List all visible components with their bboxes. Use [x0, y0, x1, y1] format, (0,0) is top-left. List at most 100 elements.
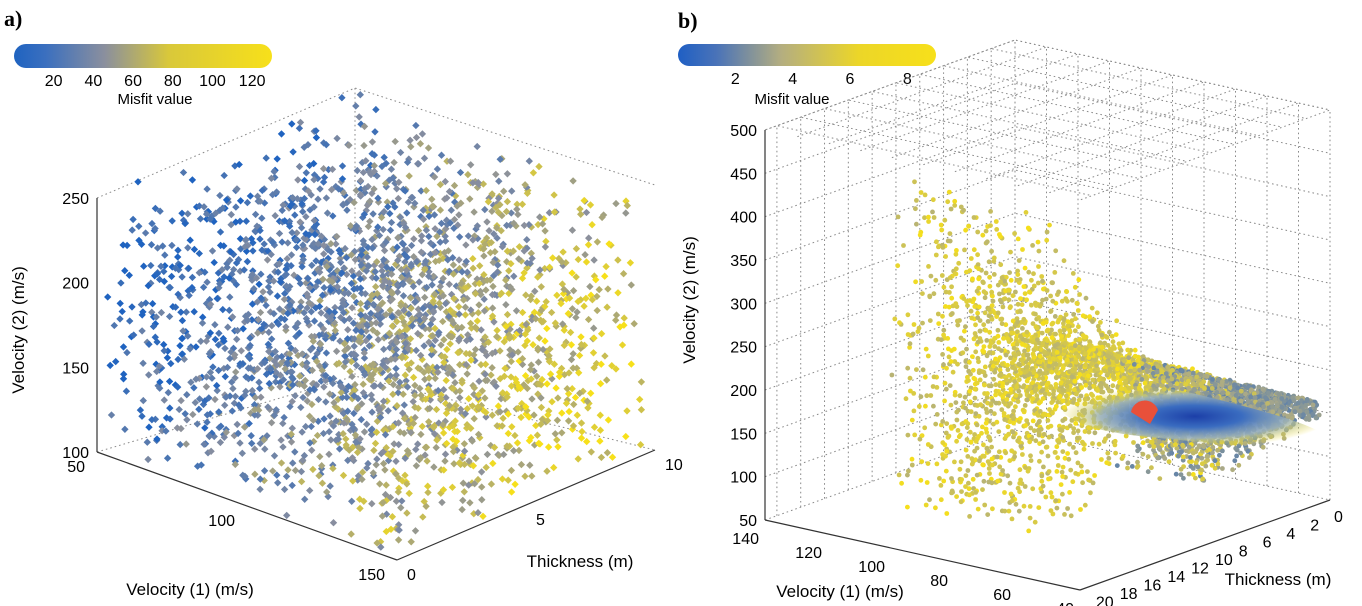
scatter-point-a — [511, 431, 519, 440]
scatter-point-a — [185, 291, 193, 300]
scatter-point-b — [1031, 271, 1036, 277]
scatter-point-a — [575, 351, 584, 360]
scatter-point-b — [1046, 391, 1052, 397]
scatter-point-b — [971, 247, 977, 253]
scatter-point-a — [355, 113, 363, 121]
scatter-point-a — [417, 237, 426, 245]
scatter-point-b — [1022, 403, 1028, 408]
scatter-point-a — [614, 289, 622, 297]
scatter-point-a — [183, 391, 191, 399]
scatter-point-a — [370, 151, 379, 159]
scatter-point-a — [270, 452, 279, 460]
scatter-point-b — [895, 214, 901, 220]
scatter-point-a — [441, 450, 450, 458]
scatter-point-a — [493, 326, 501, 335]
scatter-point-a — [466, 319, 475, 328]
colorbar-a-tick: 80 — [164, 73, 182, 90]
scatter-point-b — [975, 262, 981, 267]
scatter-point-b — [1060, 491, 1065, 497]
scatter-point-b — [1027, 504, 1033, 509]
scatter-point-b — [976, 359, 981, 365]
scatter-point-a — [261, 445, 269, 453]
scatter-point-b — [1037, 353, 1043, 359]
scatter-point-a — [221, 344, 229, 353]
scatter-point-b — [972, 386, 978, 392]
scatter-point-b — [1065, 323, 1071, 329]
scatter-point-b — [1053, 498, 1059, 503]
scatter-point-a — [138, 327, 146, 335]
scatter-point-a — [166, 283, 174, 292]
scatter-point-b — [1028, 458, 1034, 463]
scatter-point-b — [935, 311, 941, 317]
scatter-point-b — [974, 288, 980, 294]
scatter-point-a — [356, 190, 365, 199]
scatter-point-b — [1074, 300, 1080, 306]
colorbar-a: 20 40 60 80 100 120 Misfit value — [14, 44, 272, 108]
scatter-point-b — [997, 464, 1003, 470]
scatter-point-a — [262, 301, 270, 310]
scatter-point-b — [944, 449, 950, 454]
scatter-point-b — [1037, 303, 1043, 309]
scatter-point-b — [1065, 379, 1071, 385]
scatter-point-b — [1041, 432, 1047, 437]
scatter-point-a — [476, 262, 484, 270]
scatter-point-a — [612, 316, 620, 324]
scatter-point-b — [968, 308, 974, 314]
scatter-point-b — [940, 313, 945, 319]
scatter-point-a — [541, 337, 549, 345]
scatter-point-b — [1090, 480, 1096, 486]
scatter-point-a — [221, 372, 229, 381]
scatter-point-b — [934, 239, 939, 245]
scatter-point-b — [1064, 384, 1070, 389]
colorbar-b-tick: 4 — [788, 71, 797, 88]
scatter-point-a — [291, 448, 299, 456]
scatter-point-b — [952, 271, 958, 276]
scatter-point-a — [462, 336, 471, 345]
scatter-point-a — [121, 267, 129, 275]
scatter-point-b — [1061, 258, 1067, 264]
scatter-point-b — [1045, 453, 1051, 459]
scatter-point-a — [208, 374, 216, 382]
scatter-point-a — [294, 319, 302, 327]
scatter-point-b — [1109, 333, 1115, 339]
scatter-point-b — [1012, 379, 1018, 384]
scatter-point-a — [368, 138, 377, 146]
scatter-point-b — [953, 400, 959, 405]
scatter-point-a — [223, 263, 231, 272]
scatter-point-a — [410, 235, 418, 243]
scatter-point-a — [371, 439, 380, 448]
scatter-point-b — [1113, 450, 1118, 456]
scatter-point-b — [899, 480, 904, 486]
scatter-point-b — [1060, 464, 1066, 470]
scatter-point-b — [926, 264, 931, 269]
scatter-point-a — [288, 424, 296, 432]
scatter-point-a — [627, 281, 635, 289]
scatter-point-b — [1077, 346, 1082, 352]
scatter-point-a — [498, 422, 506, 430]
scatter-point-b — [1006, 508, 1012, 514]
scatter-point-a — [375, 231, 384, 240]
scatter-point-a — [436, 206, 445, 214]
scatter-point-b — [989, 289, 995, 295]
scatter-point-b — [994, 454, 1000, 460]
scatter-point-a — [430, 463, 438, 471]
scatter-point-a — [371, 128, 379, 136]
scatter-point-a — [325, 450, 333, 458]
scatter-point-b — [950, 369, 956, 375]
grid-line-z — [764, 82, 1331, 174]
scatter-point-b — [918, 477, 924, 483]
scatter-point-b — [1114, 318, 1120, 324]
scatter-point-b — [905, 365, 911, 371]
scatter-point-a — [412, 133, 421, 142]
scatter-point-a — [379, 225, 387, 234]
scatter-point-a — [573, 411, 581, 419]
scatter-point-a — [520, 221, 528, 230]
scatter-point-b — [981, 280, 986, 286]
scatter-point-b — [1027, 289, 1032, 295]
scatter-point-a — [287, 251, 296, 259]
scatter-point-b — [1071, 430, 1076, 436]
colorbar-a-label: Misfit value — [117, 91, 192, 108]
scatter-point-b — [931, 291, 937, 297]
scatter-point-b — [962, 394, 968, 400]
scatter-point-b — [1125, 347, 1131, 353]
